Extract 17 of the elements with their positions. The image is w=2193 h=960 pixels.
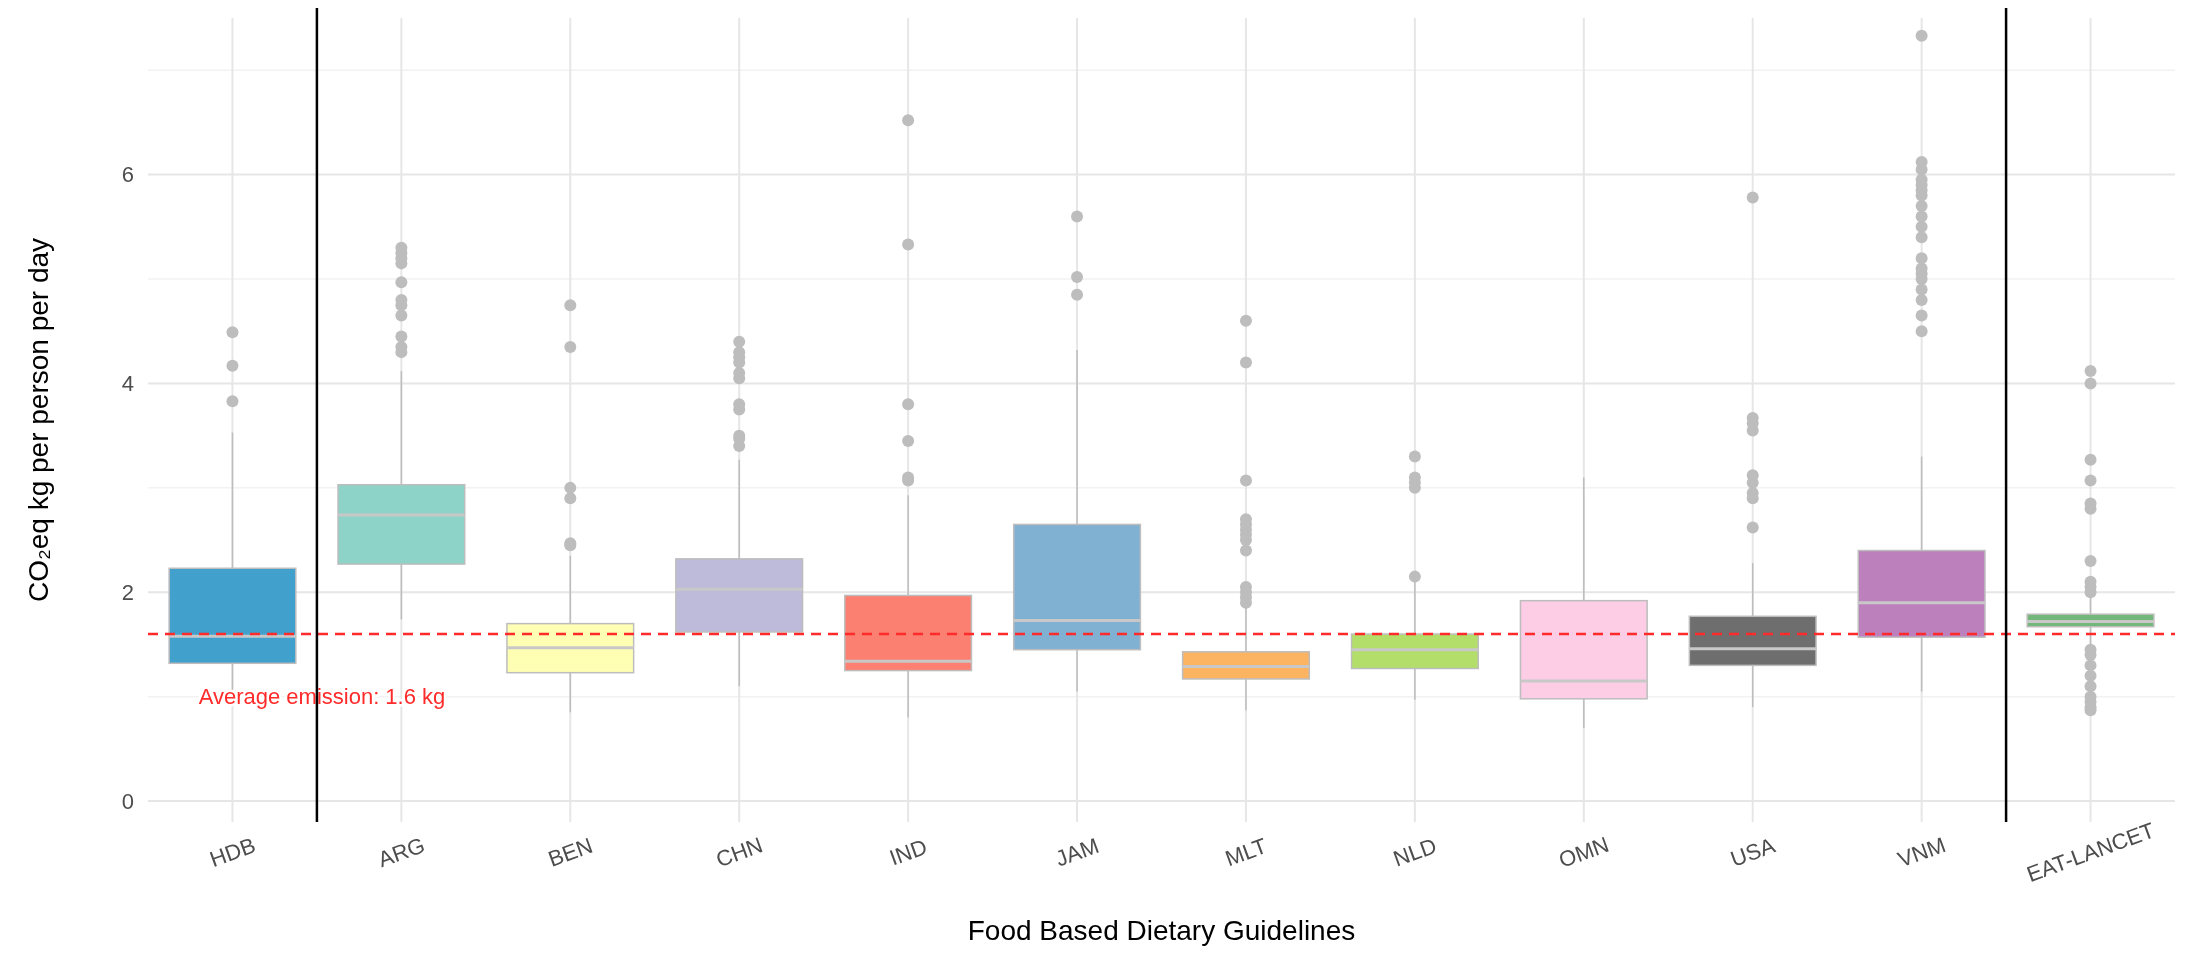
x-tick-label: BEN	[544, 832, 596, 872]
x-tick-label: ARG	[374, 832, 429, 873]
x-tick-label: OMN	[1555, 831, 1613, 873]
x-tick-label: HDB	[206, 832, 259, 872]
x-tick-label: NLD	[1389, 832, 1440, 872]
y-tick-label: 2	[121, 579, 134, 605]
x-tick-label: MLT	[1221, 833, 1271, 872]
x-tick-label: VNM	[1894, 832, 1949, 873]
y-tick-label: 0	[121, 788, 134, 814]
y-axis-title: CO₂eq kg per person per day	[23, 237, 54, 603]
x-tick-label: IND	[886, 833, 931, 871]
x-tick-label: JAM	[1052, 832, 1103, 872]
x-axis-title: Food Based Dietary Guidelines	[967, 915, 1356, 946]
y-tick-label: 6	[121, 162, 134, 188]
x-tick-label: USA	[1727, 832, 1779, 872]
x-tick-label: CHN	[712, 832, 766, 873]
y-tick-label: 4	[121, 371, 134, 397]
